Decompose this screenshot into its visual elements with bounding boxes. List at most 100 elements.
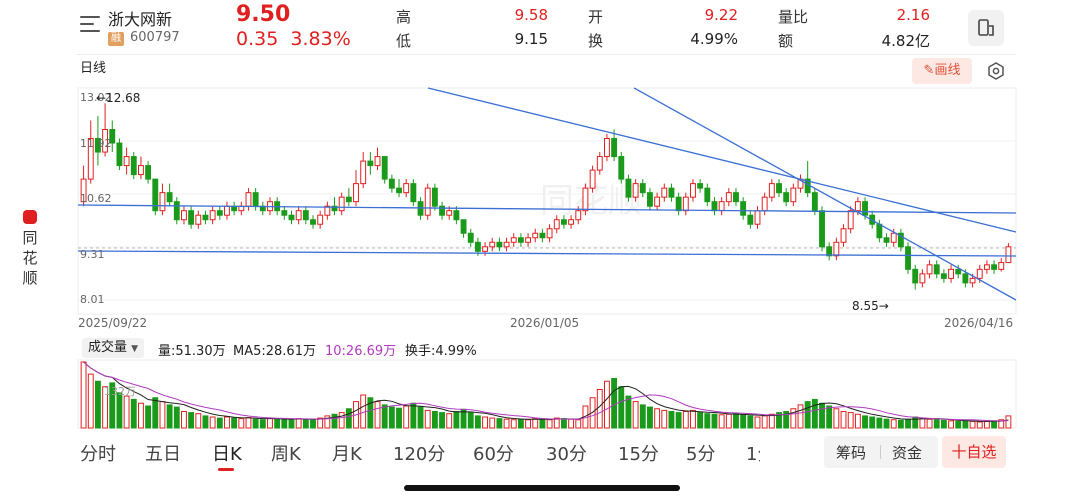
candle [797, 174, 804, 193]
open-label: 开 [588, 8, 604, 26]
high-label: 高 [396, 8, 412, 26]
brand-logo: 同 花 顺 [16, 210, 44, 288]
volume-bar [145, 405, 152, 429]
volume-bar [439, 412, 445, 429]
candle [690, 179, 696, 202]
settings-icon[interactable] [986, 61, 1006, 81]
candle [611, 129, 618, 162]
candle [345, 188, 352, 207]
volume-bar [991, 420, 998, 429]
candle [761, 192, 768, 216]
candle [940, 269, 947, 283]
fund-button[interactable]: 资金 [892, 444, 923, 462]
volume-bar [625, 395, 632, 429]
volume-bar [123, 395, 130, 429]
volume-bar [317, 417, 324, 429]
volume-bar [819, 402, 825, 429]
volume-bar [152, 397, 159, 429]
date-label: 2026/04/16 [944, 316, 1014, 330]
candle [489, 237, 496, 252]
low-label: 低 [396, 32, 412, 50]
draw-line-button[interactable]: ✎画线 [912, 58, 972, 84]
volume-bar [833, 408, 840, 429]
candle [668, 183, 675, 202]
volume-bar [783, 411, 790, 429]
candle [776, 179, 782, 198]
chip-fund-group: 筹码 资金 [824, 436, 938, 468]
tab-5min[interactable]: 5分 [686, 444, 716, 465]
volume-bar [252, 418, 259, 429]
volume-bar [410, 402, 417, 429]
volume-bar [381, 404, 388, 429]
volume-bar [310, 419, 316, 429]
indicator-selector[interactable]: 成交量 ▼ [82, 338, 145, 358]
volume-bar [668, 411, 675, 429]
volume-bar [331, 413, 338, 429]
volume-bar [675, 412, 682, 429]
volume-bar [969, 420, 976, 429]
chip-button[interactable]: 筹码 [836, 444, 867, 462]
volume-bar [553, 417, 560, 429]
brand-char: 花 [22, 249, 38, 267]
pencil-icon: ✎ [923, 63, 935, 78]
y-tick-label: 11.92 [80, 137, 112, 150]
volume-bar [546, 419, 553, 429]
volume-bar [948, 420, 954, 429]
volume-bar [919, 417, 926, 429]
tab-30min[interactable]: 30分 [546, 444, 587, 465]
add-favorite-button[interactable]: 十自选 [942, 436, 1006, 468]
candle [181, 206, 187, 225]
volume-bar [1005, 415, 1012, 429]
volume-bar [489, 417, 496, 429]
candle [145, 161, 152, 184]
volume-bar [733, 413, 739, 429]
candle [453, 206, 460, 225]
low-value: 9.15 [514, 30, 548, 48]
volume-axis-label: 132万 [104, 385, 136, 398]
volume-bar [188, 412, 195, 429]
volume-bar [159, 401, 166, 429]
candle [202, 210, 209, 225]
turnover-rate-value: 换手:4.99% [405, 344, 477, 359]
candle [403, 179, 410, 198]
candle [1005, 243, 1012, 264]
candle [682, 192, 689, 216]
tab-five-day[interactable]: 五日 [145, 444, 181, 465]
volume-bar [826, 405, 833, 429]
candle [790, 183, 797, 207]
candle [467, 228, 474, 247]
kline-chart[interactable]: 同花顺 [0, 0, 1084, 440]
tab-1min[interactable]: 1分 [746, 444, 760, 465]
volume-bar [231, 417, 238, 429]
volume-bar [761, 415, 768, 429]
tab-timeshare[interactable]: 分时 [80, 444, 116, 465]
tab-monthly-k[interactable]: 月K [332, 444, 362, 465]
tab-15min[interactable]: 15分 [618, 444, 659, 465]
indicator-label: 成交量 [88, 340, 128, 355]
volume-bar [690, 409, 696, 429]
rotate-screen-button[interactable] [968, 10, 1004, 46]
y-tick-label: 9.31 [80, 248, 105, 261]
volume-bar [704, 413, 711, 429]
tab-weekly-k[interactable]: 周K [271, 444, 301, 465]
menu-icon[interactable] [80, 16, 100, 34]
tab-60min[interactable]: 60分 [473, 444, 514, 465]
tab-120min[interactable]: 120分 [393, 444, 446, 465]
candle [525, 233, 532, 247]
volume-bar [345, 408, 352, 429]
volume-bar [374, 401, 381, 429]
candle [847, 206, 854, 234]
volume-bar [496, 418, 503, 429]
candle [374, 147, 381, 171]
volume-bar [281, 418, 288, 429]
volume-bar [747, 415, 754, 429]
candle [546, 224, 553, 243]
candle [288, 210, 295, 225]
candle [396, 179, 402, 198]
tab-daily-k[interactable]: 日K [212, 444, 242, 465]
date-label: 2025/09/22 [78, 316, 148, 330]
volume-bar [926, 418, 933, 429]
candle [238, 201, 245, 216]
volume-bar [274, 418, 281, 429]
candle [195, 210, 202, 229]
